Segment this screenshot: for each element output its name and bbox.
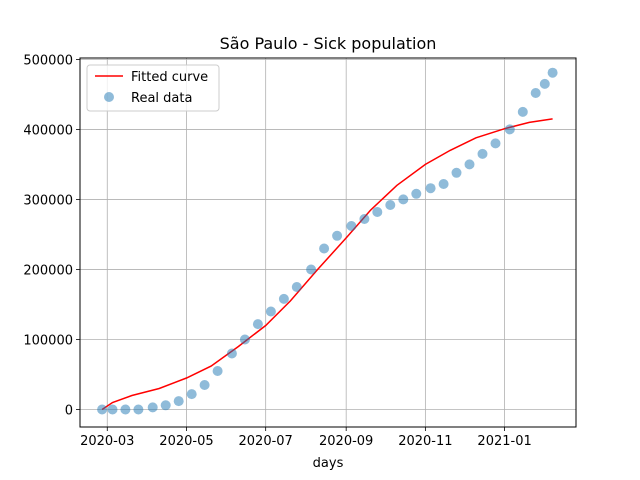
- real-data-point: [199, 380, 210, 390]
- real-data-point: [120, 404, 131, 415]
- real-data-point: [160, 400, 171, 411]
- real-data-point: [133, 404, 144, 415]
- fitted-curve-line: [101, 118, 553, 411]
- x-axis-label: days: [313, 456, 344, 471]
- y-tick-label: 400000: [23, 123, 73, 138]
- real-data-point: [265, 306, 276, 317]
- y-tick-label: 100000: [23, 333, 73, 348]
- real-data-point: [291, 282, 302, 292]
- real-data-point: [451, 167, 462, 178]
- real-data-point: [212, 366, 223, 376]
- real-data-point: [346, 221, 357, 231]
- fitted-curve-layer: [101, 118, 553, 411]
- real-data-point: [173, 396, 184, 407]
- real-data-point: [547, 67, 558, 78]
- real-data-point: [425, 183, 436, 194]
- y-axis-ticks: 0 100000 200000 300000 400000 500000: [23, 53, 80, 418]
- x-axis-ticks: 2020-03 2020-05 2020-07 2020-09 2020-11 2021-…: [80, 427, 532, 449]
- real-data-point: [530, 88, 541, 98]
- real-data-point: [359, 214, 370, 224]
- real-data-point: [438, 179, 449, 189]
- real-data-point: [411, 188, 422, 199]
- legend-fitted-curve-label: Fitted curve: [131, 70, 208, 85]
- legend: Fitted curve Real data: [86, 64, 220, 112]
- y-tick-label: 200000: [23, 263, 73, 278]
- x-tick-label: 2020-11: [398, 434, 452, 449]
- real-data-point: [306, 264, 317, 275]
- y-tick-label: 300000: [23, 193, 73, 208]
- real-data-point: [464, 159, 475, 170]
- x-tick-label: 2020-09: [319, 434, 373, 449]
- x-tick-label: 2021-01: [477, 434, 531, 449]
- legend-real-data-swatch: [104, 92, 114, 102]
- real-data-point: [186, 389, 197, 400]
- y-tick-label: 0: [65, 403, 73, 418]
- real-data-point: [517, 106, 528, 117]
- real-data-point: [539, 78, 550, 89]
- real-data-point: [332, 230, 343, 241]
- legend-real-data-label: Real data: [131, 91, 192, 106]
- real-data-point: [319, 243, 330, 254]
- real-data-point: [97, 404, 108, 415]
- x-tick-label: 2020-03: [80, 434, 134, 449]
- real-data-point: [107, 404, 118, 415]
- real-data-point: [278, 293, 289, 304]
- real-data-point: [504, 124, 515, 135]
- real-data-point: [477, 148, 488, 159]
- real-data-layer: [97, 67, 558, 415]
- real-data-point: [226, 348, 237, 359]
- chart-title: São Paulo - Sick population: [220, 34, 437, 53]
- real-data-point: [372, 207, 383, 217]
- x-tick-label: 2020-05: [159, 434, 213, 449]
- real-data-point: [385, 200, 396, 210]
- x-tick-label: 2020-07: [239, 434, 293, 449]
- real-data-point: [252, 319, 263, 330]
- grid-layer: [80, 58, 576, 427]
- real-data-point: [490, 138, 501, 149]
- y-tick-label: 500000: [23, 53, 73, 68]
- real-data-point: [147, 402, 158, 413]
- real-data-point: [398, 194, 409, 205]
- real-data-point: [239, 334, 250, 345]
- plot-frame: [79, 57, 577, 428]
